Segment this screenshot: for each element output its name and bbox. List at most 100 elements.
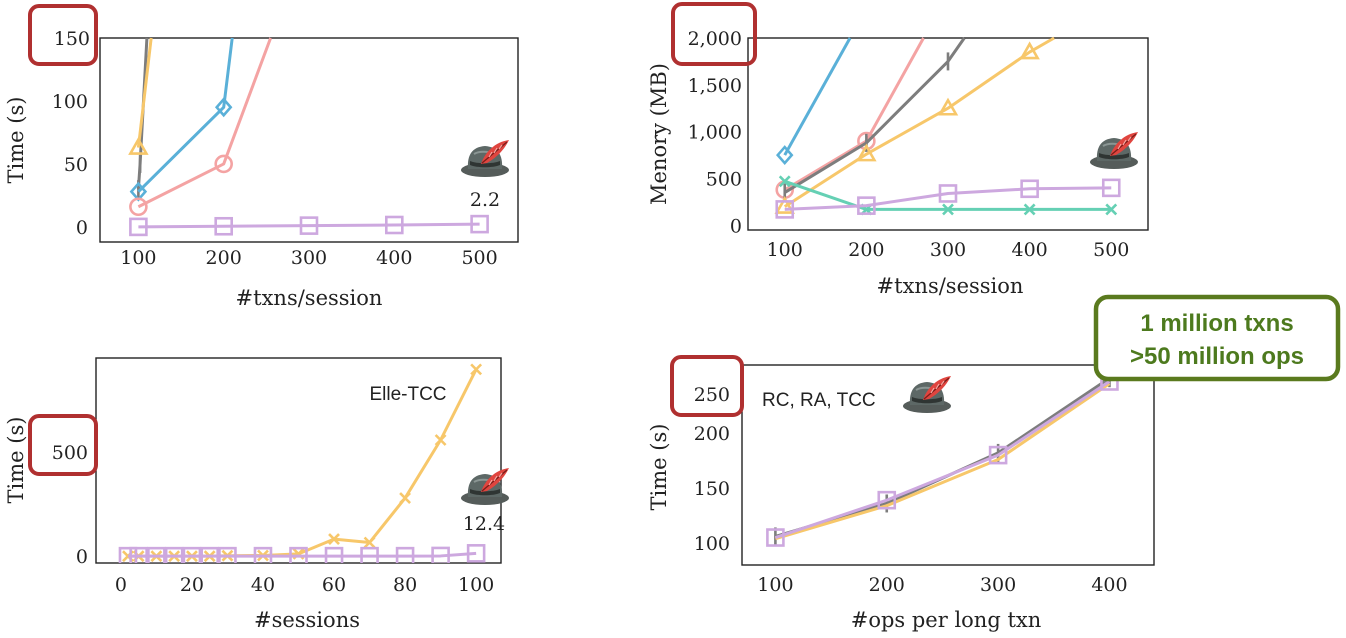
x-tick-label: 500 xyxy=(1093,239,1129,261)
callout-box xyxy=(1093,294,1341,382)
y-tick-label: 50 xyxy=(64,154,88,176)
data-point xyxy=(470,363,483,376)
data-point xyxy=(129,217,148,237)
x-tick-label: 200 xyxy=(869,574,905,596)
y-axis-label: Time (s) xyxy=(4,417,28,504)
plot-frame xyxy=(99,37,519,243)
series-line xyxy=(774,382,1111,541)
y-axis-label: Time (s) xyxy=(4,97,28,184)
panel-time-vs-txns-per-session: 100 200 300 400 500 0 50 100 #txns/session Tim… xyxy=(4,4,519,310)
y-tick-label: 500 xyxy=(706,168,742,190)
x-tick-label: 400 xyxy=(1011,239,1047,261)
y-tick-label: 0 xyxy=(76,546,88,568)
series-line xyxy=(128,37,153,155)
x-tick-labels: 100 200 300 400 500 xyxy=(120,247,497,269)
y-tick-label: 150 xyxy=(694,478,730,500)
series-line xyxy=(775,37,925,200)
y-axis-label: Menory (MB) xyxy=(647,63,671,205)
series-path xyxy=(784,186,1112,211)
x-tick-label: 200 xyxy=(848,239,884,261)
data-point xyxy=(470,214,489,234)
scale-callout: 1 million txns >50 million ops xyxy=(1093,294,1341,382)
series-label-elle-tcc: Elle-TCC xyxy=(369,384,446,405)
x-axis-label: #sessions xyxy=(254,608,360,632)
series-path xyxy=(774,382,1111,541)
y-tick-label: 100 xyxy=(52,91,88,113)
data-point xyxy=(147,546,166,563)
data-point xyxy=(766,528,785,547)
data-point xyxy=(1023,203,1036,216)
y-tick-label: 0 xyxy=(76,217,88,239)
series-layer xyxy=(128,37,489,237)
series-line xyxy=(775,178,1121,219)
data-point xyxy=(360,546,379,563)
x-tick-label: 400 xyxy=(1091,574,1127,596)
x-tick-label: 400 xyxy=(376,247,412,269)
data-point xyxy=(1019,41,1040,60)
data-point xyxy=(856,143,877,162)
x-axis-label: #txns/session xyxy=(877,274,1024,298)
series-path xyxy=(138,222,480,229)
x-tick-label: 300 xyxy=(980,574,1016,596)
series-path xyxy=(783,37,966,194)
series-path xyxy=(137,37,234,193)
x-tick-label: 100 xyxy=(767,239,803,261)
data-point xyxy=(182,546,202,563)
data-point xyxy=(776,145,794,166)
series-line xyxy=(129,214,489,237)
plot-frame xyxy=(741,364,1155,566)
data-point xyxy=(431,546,450,563)
x-tick-label: 300 xyxy=(930,239,966,261)
data-point xyxy=(214,216,233,236)
y-tick-labels: 100 150 200 xyxy=(694,423,730,555)
data-point xyxy=(857,196,876,215)
x-tick-label: 80 xyxy=(393,574,417,596)
series-label-rc-ra-tcc: RC, RA, TCC xyxy=(762,390,876,411)
data-point xyxy=(218,546,237,563)
x-tick-labels: 100 200 300 400 500 xyxy=(767,239,1130,261)
series-layer xyxy=(766,369,1119,547)
data-point xyxy=(1020,179,1039,199)
x-tick-label: 60 xyxy=(322,574,346,596)
data-point xyxy=(363,536,376,549)
highlight-box xyxy=(28,414,98,476)
highlight-tick-label: 2,000 xyxy=(688,28,742,50)
x-axis-label: #txns/session xyxy=(236,286,383,310)
plot-frame xyxy=(747,37,1149,231)
x-tick-label: 200 xyxy=(206,247,242,269)
data-point xyxy=(214,97,233,118)
y-tick-label: 1,500 xyxy=(688,75,742,97)
data-point xyxy=(1105,203,1118,216)
series-path xyxy=(136,37,153,148)
data-point xyxy=(774,195,795,214)
x-tick-label: 500 xyxy=(461,247,497,269)
y-axis-label: Time (s) xyxy=(647,424,671,511)
series-line xyxy=(118,544,486,563)
highlight-tick-label: 150 xyxy=(54,28,90,50)
data-point xyxy=(988,445,1008,465)
data-point xyxy=(385,215,404,235)
y-tick-label: 0 xyxy=(730,215,742,237)
data-point xyxy=(937,97,959,116)
y-tick-label: 1,000 xyxy=(688,122,742,144)
highlight-box xyxy=(28,4,98,66)
data-point xyxy=(466,544,486,563)
data-point xyxy=(328,533,340,546)
highlight-box xyxy=(671,2,757,66)
data-point xyxy=(289,546,308,563)
series-line xyxy=(774,36,1055,214)
y-tick-labels: 0 500 1,000 1,500 xyxy=(688,75,742,237)
y-tick-labels: 0 50 100 xyxy=(52,91,88,239)
series-line xyxy=(776,37,852,166)
series-path xyxy=(783,36,1055,208)
series-layer xyxy=(774,36,1121,219)
series-path xyxy=(783,37,852,156)
x-tick-label: 100 xyxy=(120,247,156,269)
data-point xyxy=(324,546,344,563)
x-axis-label: #ops per long txn xyxy=(851,608,1042,632)
data-point xyxy=(299,216,319,235)
data-point xyxy=(395,546,415,563)
hat-logo-icon xyxy=(902,375,952,414)
y-tick-labels: 0 xyxy=(76,546,88,568)
highlight-tick-label: 250 xyxy=(694,384,730,406)
